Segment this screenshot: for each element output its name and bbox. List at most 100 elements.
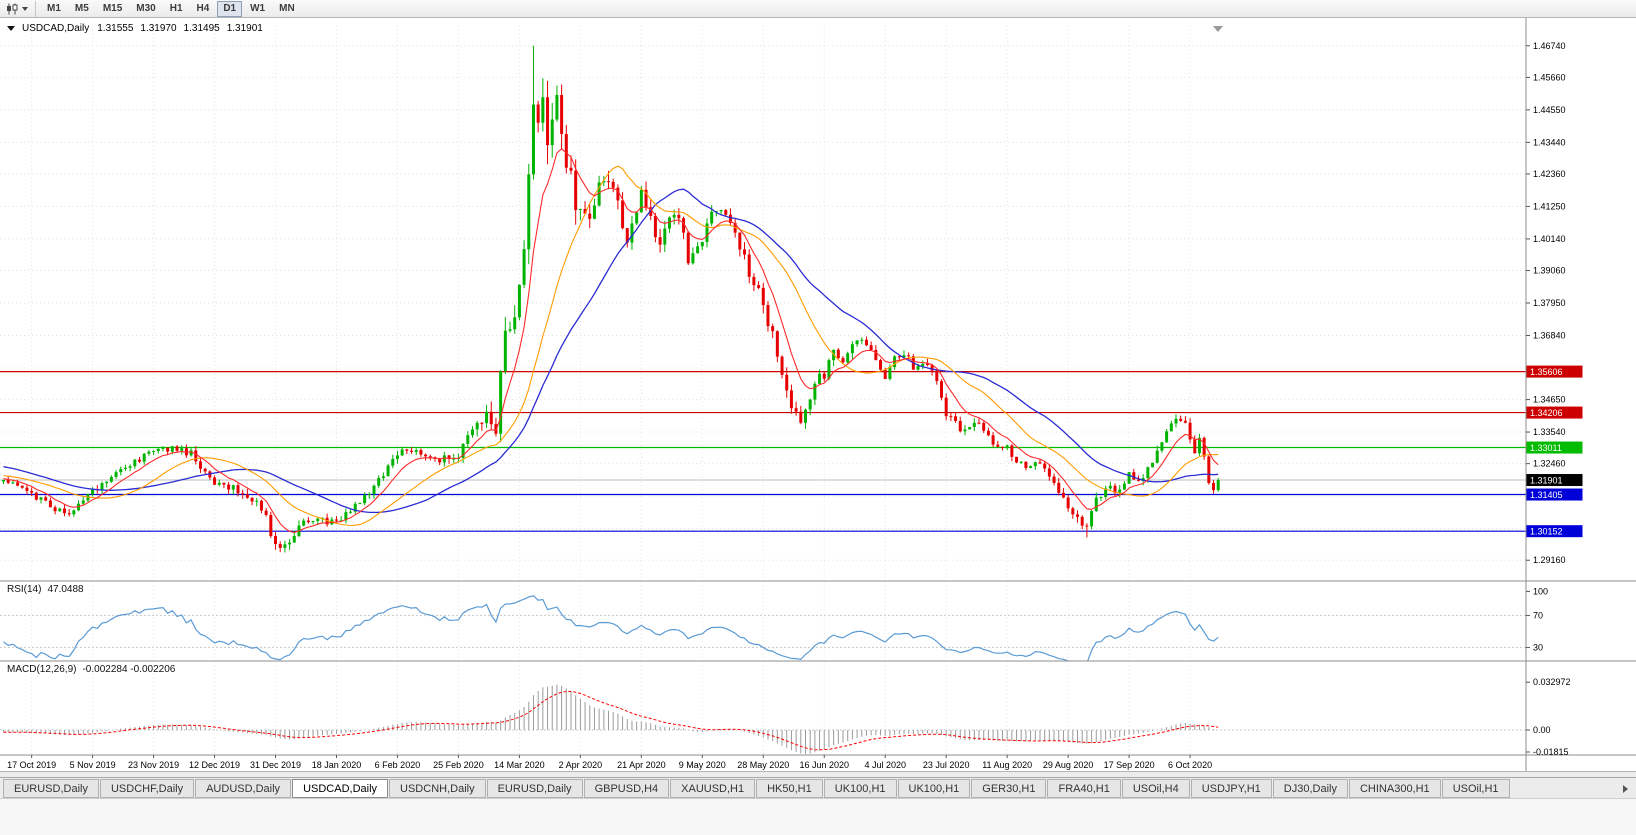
svg-text:12 Dec 2019: 12 Dec 2019 [189,760,240,770]
svg-text:23 Jul 2020: 23 Jul 2020 [923,760,970,770]
svg-text:14 Mar 2020: 14 Mar 2020 [494,760,545,770]
chart-symbol-label: USDCAD,Daily [22,23,90,34]
chart-tab-eurusd-daily[interactable]: EURUSD,Daily [3,779,99,798]
svg-text:-0.01815: -0.01815 [1533,747,1569,757]
chart-tab-dj30-daily[interactable]: DJ30,Daily [1272,779,1348,798]
svg-text:28 May 2020: 28 May 2020 [737,760,789,770]
svg-text:6 Oct 2020: 6 Oct 2020 [1168,760,1212,770]
chart-tab-uk100-h1[interactable]: UK100,H1 [897,779,971,798]
svg-text:1.41250: 1.41250 [1533,201,1566,211]
chart-tab-usoil-h4[interactable]: USOil,H4 [1121,779,1190,798]
svg-text:1.32460: 1.32460 [1533,459,1566,469]
timeframe-button-h4[interactable]: H4 [196,2,210,14]
svg-text:25 Feb 2020: 25 Feb 2020 [433,760,484,770]
svg-text:18 Jan 2020: 18 Jan 2020 [312,760,362,770]
svg-text:100: 100 [1533,586,1548,596]
chart-type-button[interactable] [4,0,36,17]
svg-text:17 Sep 2020: 17 Sep 2020 [1104,760,1155,770]
chart-tab-usdcnh-daily[interactable]: USDCNH,Daily [389,779,486,798]
svg-text:1.33540: 1.33540 [1533,427,1566,437]
svg-text:0.00: 0.00 [1533,725,1551,735]
svg-text:2 Apr 2020: 2 Apr 2020 [559,760,603,770]
svg-text:4 Jul 2020: 4 Jul 2020 [864,760,906,770]
svg-text:1.42360: 1.42360 [1533,169,1566,179]
rsi-header: RSI(14) 47.0488 [7,584,84,595]
svg-text:31 Dec 2019: 31 Dec 2019 [250,760,301,770]
moving-averages-layer [3,148,1219,533]
timeframe-button-m5[interactable]: M5 [74,2,89,14]
svg-text:0.032972: 0.032972 [1533,677,1571,687]
candlestick-chart-icon [7,3,18,14]
ohlc-close-value: 1.31901 [226,23,263,34]
chart-tab-ger30-h1[interactable]: GER30,H1 [971,779,1047,798]
chart-tab-hk50-h1[interactable]: HK50,H1 [756,779,823,798]
ohlc-low-value: 1.31495 [183,23,220,34]
chart-tab-china300-h1[interactable]: CHINA300,H1 [1348,779,1441,798]
hline-price-label: 1.31405 [1526,488,1583,501]
svg-text:1.46740: 1.46740 [1533,41,1566,51]
chart-tabs: EURUSD,Daily USDCHF,Daily AUDUSD,Daily USDC… [0,777,1636,798]
svg-text:29 Aug 2020: 29 Aug 2020 [1043,760,1094,770]
chart-tab-audusd-daily[interactable]: AUDUSD,Daily [195,779,292,798]
svg-text:1.30152: 1.30152 [1530,527,1563,537]
price-scale[interactable]: 1.46740 1.45660 1.44550 1.43440 1.42360 1.412… [1526,41,1571,757]
svg-text:70: 70 [1533,610,1543,620]
macd-layer [3,684,1219,754]
chart-tab-gbpusd-h4[interactable]: GBPUSD,H4 [583,779,670,798]
chart-tab-eurusd-daily[interactable]: EURUSD,Daily [486,779,583,798]
hline-price-label: 1.34206 [1526,406,1583,419]
svg-text:1.44550: 1.44550 [1533,105,1566,115]
chart-tab-fra40-h1[interactable]: FRA40,H1 [1047,779,1121,798]
chart-canvas[interactable]: 1.46740 1.45660 1.44550 1.43440 1.42360 1.412… [0,18,1636,772]
chart-window-icon [7,26,15,31]
rsi-label: RSI(14) [7,584,42,595]
svg-text:1.33011: 1.33011 [1530,443,1562,453]
svg-text:5 Nov 2019: 5 Nov 2019 [70,760,116,770]
toolbar: M1 M5 M15 M30 H1 H4 D1 W1 MN [0,0,1636,18]
chevron-down-icon [22,6,28,11]
svg-text:1.40140: 1.40140 [1533,234,1566,244]
timeframe-toolbar: M1 M5 M15 M30 H1 H4 D1 W1 MN [41,0,301,17]
chart-ohlc-header: USDCAD,Daily 1.31555 1.31970 1.31495 1.3… [7,23,263,34]
timeframe-button-d1[interactable]: D1 [217,0,243,17]
svg-text:16 Jun 2020: 16 Jun 2020 [799,760,849,770]
timeframe-button-m15[interactable]: M15 [102,2,123,14]
timeframe-button-m1[interactable]: M1 [47,2,61,14]
chart-tab-usoil-h1[interactable]: USOil,H1 [1441,779,1510,798]
chart-tab-usdjpy-h1[interactable]: USDJPY,H1 [1190,779,1272,798]
svg-text:1.39060: 1.39060 [1533,266,1566,276]
svg-text:21 Apr 2020: 21 Apr 2020 [617,760,666,770]
svg-text:9 May 2020: 9 May 2020 [679,760,726,770]
chart-tab-xauusd-h1[interactable]: XAUUSD,H1 [670,779,756,798]
chart-shift-marker[interactable] [1213,26,1223,32]
timeframe-button-mn[interactable]: MN [279,2,295,14]
macd-header: MACD(12,26,9) -0.002284 -0.002206 [7,664,175,675]
chart-tab-usdchf-daily[interactable]: USDCHF,Daily [99,779,195,798]
macd-value: -0.002284 -0.002206 [82,664,176,675]
rsi-value: 47.0488 [47,584,84,595]
horizontal-lines-layer [0,370,1526,532]
hline-price-label: 1.33011 [1526,441,1583,454]
timeframe-button-h1[interactable]: H1 [169,2,183,14]
time-scale[interactable]: 17 Oct 2019 5 Nov 2019 23 Nov 2019 12 Dec 2… [7,755,1212,770]
svg-text:1.36840: 1.36840 [1533,330,1566,340]
status-strip [0,798,1636,835]
chart-tab-uk100-h1[interactable]: UK100,H1 [823,779,897,798]
chart-tab-usdcad-daily[interactable]: USDCAD,Daily [292,779,389,798]
svg-text:1.43440: 1.43440 [1533,137,1566,147]
svg-text:11 Aug 2020: 11 Aug 2020 [982,760,1032,770]
svg-text:1.31405: 1.31405 [1530,490,1563,500]
tab-scroll-right-button[interactable] [1619,779,1632,798]
timeframe-button-m30[interactable]: M30 [136,2,156,14]
rsi-layer [3,595,1219,661]
ohlc-high-value: 1.31970 [140,23,177,34]
arrow-right-icon [1623,784,1628,793]
svg-text:1.37950: 1.37950 [1533,298,1566,308]
svg-text:1.29160: 1.29160 [1533,555,1566,565]
timeframe-button-w1[interactable]: W1 [250,2,266,14]
svg-text:1.31901: 1.31901 [1530,476,1563,486]
hline-price-label: 1.35606 [1526,365,1583,378]
ohlc-open-value: 1.31555 [97,23,134,34]
bid-price-label: 1.31901 [1526,474,1583,487]
